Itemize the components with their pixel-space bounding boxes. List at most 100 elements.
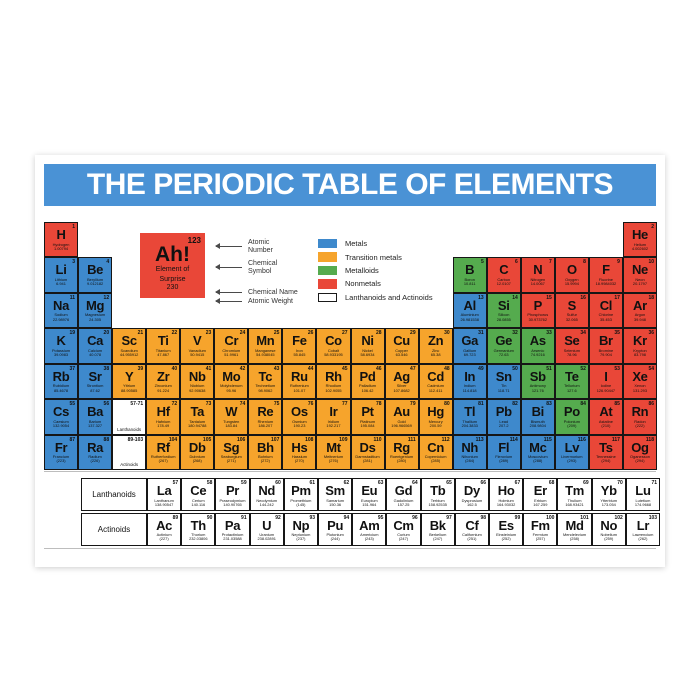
element-name: Chlorine	[598, 312, 614, 318]
atomic-number: 116	[577, 436, 586, 443]
actinoids-row-label: Actinoids	[81, 512, 147, 546]
element-sn: 50 Sn Tin 118.71	[486, 363, 521, 400]
atomic-number: 106	[236, 436, 246, 443]
divider-line	[44, 548, 656, 549]
atomic-number: 48	[444, 365, 450, 372]
atomic-number: 19	[69, 330, 76, 337]
atomic-weight: 18.9984032	[595, 281, 617, 287]
atomic-number: 96	[412, 514, 418, 521]
element-symbol: Os	[291, 404, 308, 420]
atomic-weight: (281)	[362, 458, 373, 464]
atomic-weight: (227)	[159, 536, 169, 542]
element-symbol: La	[156, 483, 172, 498]
atomic-weight: (209)	[567, 423, 577, 429]
element-symbol: Cf	[465, 517, 479, 533]
element-h: 1 H Hydrogen 1.00794	[44, 222, 79, 258]
atomic-number: 102	[614, 514, 623, 521]
atomic-weight: 164.93032	[496, 501, 516, 507]
element-name: Selenium	[563, 347, 580, 353]
example-element: 123 Ah! Element of Surprise 230	[140, 233, 205, 298]
atomic-number: 52	[580, 365, 586, 372]
element-name: Bohrium	[258, 454, 273, 460]
element-o: 8 O Oxygen 15.9994	[554, 257, 589, 293]
atomic-number: 37	[69, 365, 76, 372]
element-mc: 115 Mc Moscovium (288)	[520, 434, 555, 470]
element-name: Gadolinium	[393, 497, 414, 503]
lanthanoids-row: Lanthanoids 57 La Lanthanum 138.90547 58 Ce Ce…	[81, 478, 661, 511]
element-name: Lithium	[54, 276, 68, 282]
element-symbol: Pm	[291, 483, 311, 498]
atomic-weight: 196.966569	[391, 423, 412, 429]
atomic-number: 72	[171, 401, 178, 408]
atomic-number: 42	[239, 365, 246, 372]
atomic-number: 11	[69, 294, 76, 301]
element-pd: 46 Pd Palladium 106.42	[350, 363, 385, 400]
element-symbol: Si	[497, 297, 510, 313]
element-ca: 20 Ca Calcium 40.078	[78, 328, 113, 364]
atomic-number: 118	[645, 436, 654, 443]
element-tl: 81 Tl Thallium 204.3833	[452, 399, 487, 435]
element-sc: 21 Sc Scandium 44.955912	[112, 328, 147, 364]
atomic-weight: 12.0107	[496, 281, 511, 287]
callout-label: Atomic Weight	[248, 297, 293, 305]
atomic-number: 58	[206, 480, 213, 486]
element-tc: 43 Tc Technetium 98.9062	[248, 363, 283, 400]
element-kr: 36 Kr Krypton 83.798	[622, 328, 657, 364]
element-name: Darmstadtium	[355, 454, 380, 460]
element-symbol: Rh	[325, 368, 342, 384]
element-fe: 26 Fe Iron 55.845	[282, 328, 317, 364]
callout-atomic-weight: Atomic Weight	[215, 297, 293, 306]
atomic-weight: (258)	[569, 536, 580, 542]
element-name: Californium	[462, 532, 482, 537]
element-name: Mercury	[428, 418, 443, 424]
atomic-weight: (259)	[604, 536, 614, 542]
atomic-number: 35	[614, 330, 620, 337]
element-li: 3 Li Lithium 6.941	[44, 257, 79, 293]
element-symbol: Db	[188, 439, 206, 455]
element-symbol: No	[600, 517, 618, 533]
element-name: Helium	[633, 241, 647, 247]
element-symbol: Rn	[631, 404, 649, 420]
atomic-number: 74	[239, 401, 246, 408]
atomic-number: 39	[137, 365, 144, 372]
atomic-weight: 83.798	[634, 352, 646, 358]
atomic-weight: (272)	[260, 458, 270, 464]
element-name: Phosphorus	[527, 312, 549, 318]
atomic-weight: 208.9804	[529, 423, 546, 429]
element-ho: 67 Ho Holmium 164.93032	[489, 478, 524, 511]
element-name: Protactinium	[221, 532, 244, 537]
element-br: 35 Br Bromine 79.904	[588, 328, 623, 364]
element-name: Iridium	[327, 418, 340, 424]
atomic-weight: 87.62	[90, 387, 100, 393]
element-name: Einsteinium	[496, 532, 517, 537]
element-se: 34 Se Selenium 78.96	[554, 328, 589, 364]
atomic-number: 77	[341, 401, 348, 408]
element-symbol: Mt	[326, 439, 341, 455]
element-ne: 10 Ne Neon 20.1797	[622, 257, 657, 293]
atomic-number: 2	[651, 224, 654, 230]
element-zr: 40 Zr Zirconium 91.224	[146, 363, 181, 400]
element-name: Nickel	[362, 347, 373, 353]
element-bi: 83 Bi Bismuth 208.9804	[520, 399, 555, 435]
poster: THE PERIODIC TABLE OF ELEMENTS 123 Ah! E…	[35, 155, 665, 567]
element-name: Yttrium	[122, 383, 136, 389]
atomic-number: 63	[377, 480, 384, 486]
element-name: Radon	[634, 418, 646, 424]
atomic-weight: 150.36	[329, 501, 342, 507]
element-symbol: Mo	[222, 368, 241, 384]
atomic-number: 68	[548, 480, 555, 486]
element-symbol: Ca	[87, 333, 104, 349]
left-arrow-icon	[215, 243, 242, 250]
atomic-number: 59	[241, 480, 247, 486]
element-name: Radium	[88, 454, 102, 460]
element-og: 118 Og Oganesson (294)	[622, 434, 657, 470]
lanthanoids-actinoids-swatch	[318, 292, 337, 302]
element-name: Strontium	[86, 383, 104, 389]
atomic-number: 86	[648, 401, 654, 408]
element-symbol: Sb	[529, 368, 546, 384]
legend-item-transition-metals: Transition metals	[318, 250, 433, 263]
atomic-weight: 101.07	[293, 387, 306, 393]
atomic-weight: 88.90585	[121, 387, 138, 393]
element-symbol: Ni	[361, 333, 374, 349]
